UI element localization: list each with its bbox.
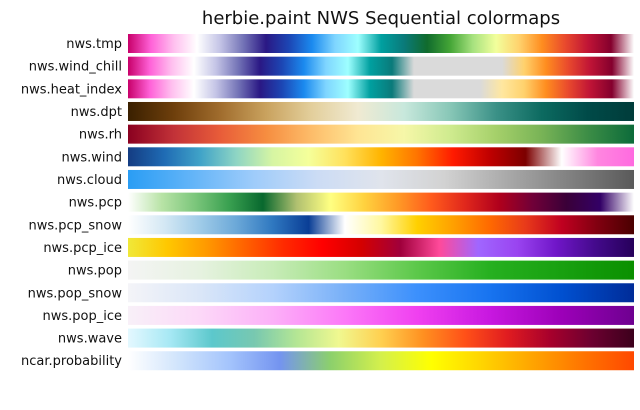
colormap-label: ncar.probability	[21, 354, 122, 369]
colormap-label: nws.heat_index	[21, 82, 122, 97]
colormap-label: nws.tmp	[66, 37, 122, 52]
colormap-label: nws.pcp	[69, 196, 122, 211]
colormap-bar-nws-wind	[128, 147, 634, 167]
colormap-bar-nws-rh	[128, 124, 634, 144]
colormap-bar-nws-heat-index	[128, 79, 634, 99]
colormap-bar-ncar-probability	[128, 351, 634, 371]
colormap-bar-nws-pop-ice	[128, 305, 634, 325]
colormap-label: nws.wave	[58, 332, 122, 347]
colormap-bar-nws-wave	[128, 328, 634, 348]
chart-title: herbie.paint NWS Sequential colormaps	[201, 8, 561, 29]
colormap-label: nws.pop	[68, 264, 122, 279]
colormap-label: nws.rh	[79, 128, 122, 143]
colormap-label: nws.pcp_ice	[43, 241, 122, 256]
colormap-label: nws.wind	[61, 150, 122, 165]
colormap-bar-nws-pop-snow	[128, 283, 634, 303]
colormap-label: nws.pcp_snow	[28, 218, 122, 233]
colormap-label: nws.pop_snow	[28, 286, 123, 301]
colormap-label: nws.pop_ice	[43, 309, 123, 324]
colormap-bar-nws-dpt	[128, 101, 634, 121]
colormap-label: nws.dpt	[71, 105, 122, 120]
colormap-bar-nws-pcp-ice	[128, 237, 634, 257]
colormap-bar-nws-wind-chill	[128, 56, 634, 76]
colormap-bar-nws-pcp	[128, 192, 634, 212]
colormap-bar-nws-tmp	[128, 34, 634, 53]
colormap-label: nws.wind_chill	[29, 60, 122, 75]
colormap-label: nws.cloud	[57, 173, 122, 188]
colormap-bar-nws-pop	[128, 260, 634, 280]
colormap-bar-nws-cloud	[128, 169, 634, 189]
colormap-bar-nws-pcp-snow	[128, 215, 634, 235]
